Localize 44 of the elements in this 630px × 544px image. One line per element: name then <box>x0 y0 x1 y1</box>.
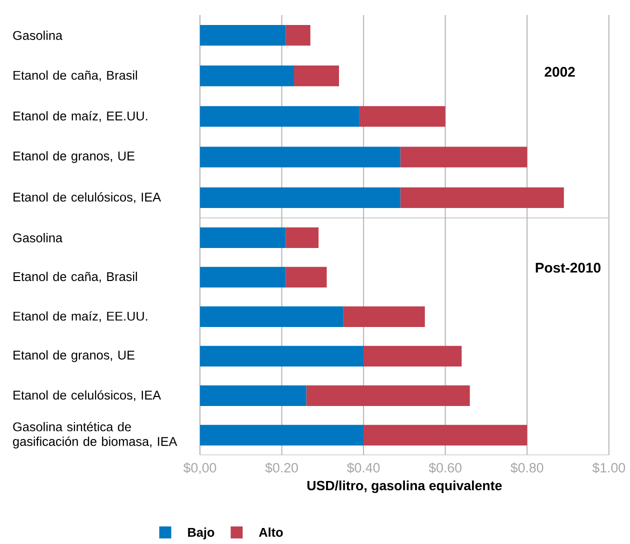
bar <box>200 385 306 406</box>
bar <box>200 187 400 208</box>
bar <box>286 227 319 248</box>
legend-label: Bajo <box>188 528 214 540</box>
bar <box>359 106 446 127</box>
bar <box>294 66 339 86</box>
bar <box>200 106 360 127</box>
annotation: 2002 <box>544 66 575 77</box>
y-tick-label: Etanol de maíz, EE.UU. <box>14 311 148 322</box>
bar <box>400 187 564 208</box>
bar <box>200 346 364 367</box>
bar <box>200 24 286 46</box>
y-tick-label: Etanol de maíz, EE.UU. <box>14 111 148 122</box>
y-tick-label: Etanol de granos, UE <box>14 350 134 362</box>
y-tick-label: Gasolina <box>13 30 63 40</box>
bar <box>286 24 310 46</box>
y-tick-label: Gasolina <box>13 233 63 242</box>
x-tick-label: $0.80 <box>510 462 544 474</box>
y-tick-label: Etanol de granos, UE <box>14 151 134 163</box>
y-tick-label: Gasolina sintética de gasificación de biomasa, IEA <box>13 422 178 448</box>
bar <box>286 266 327 288</box>
bar <box>364 346 462 367</box>
x-tick-label: $0.60 <box>428 462 462 474</box>
bar <box>306 385 470 406</box>
bar <box>343 306 425 328</box>
x-tick-label: $0,00 <box>183 462 216 474</box>
x-tick-label: $1.00 <box>592 462 626 474</box>
x-tick-label: $0.20 <box>265 462 298 474</box>
y-tick-label: Etanol de celulósicos, IEA <box>14 192 162 204</box>
bar <box>200 266 286 288</box>
bar <box>200 66 294 86</box>
y-tick-label: Etanol de caña, Brasil <box>14 70 137 82</box>
x-tick-label: $0.40 <box>346 462 380 474</box>
y-tick-label: Etanol de caña, Brasil <box>14 272 137 283</box>
bar <box>200 146 400 168</box>
y-tick-label: Etanol de celulósicos, IEA <box>14 390 162 402</box>
x-axis-title: USD/litro, gasolina equivalente <box>307 480 502 493</box>
annotation: Post-2010 <box>536 262 600 273</box>
bar <box>200 424 364 446</box>
bar <box>200 306 344 328</box>
bar <box>364 424 528 446</box>
bar <box>200 227 286 248</box>
legend-label: Alto <box>258 528 283 537</box>
bar <box>400 146 528 168</box>
